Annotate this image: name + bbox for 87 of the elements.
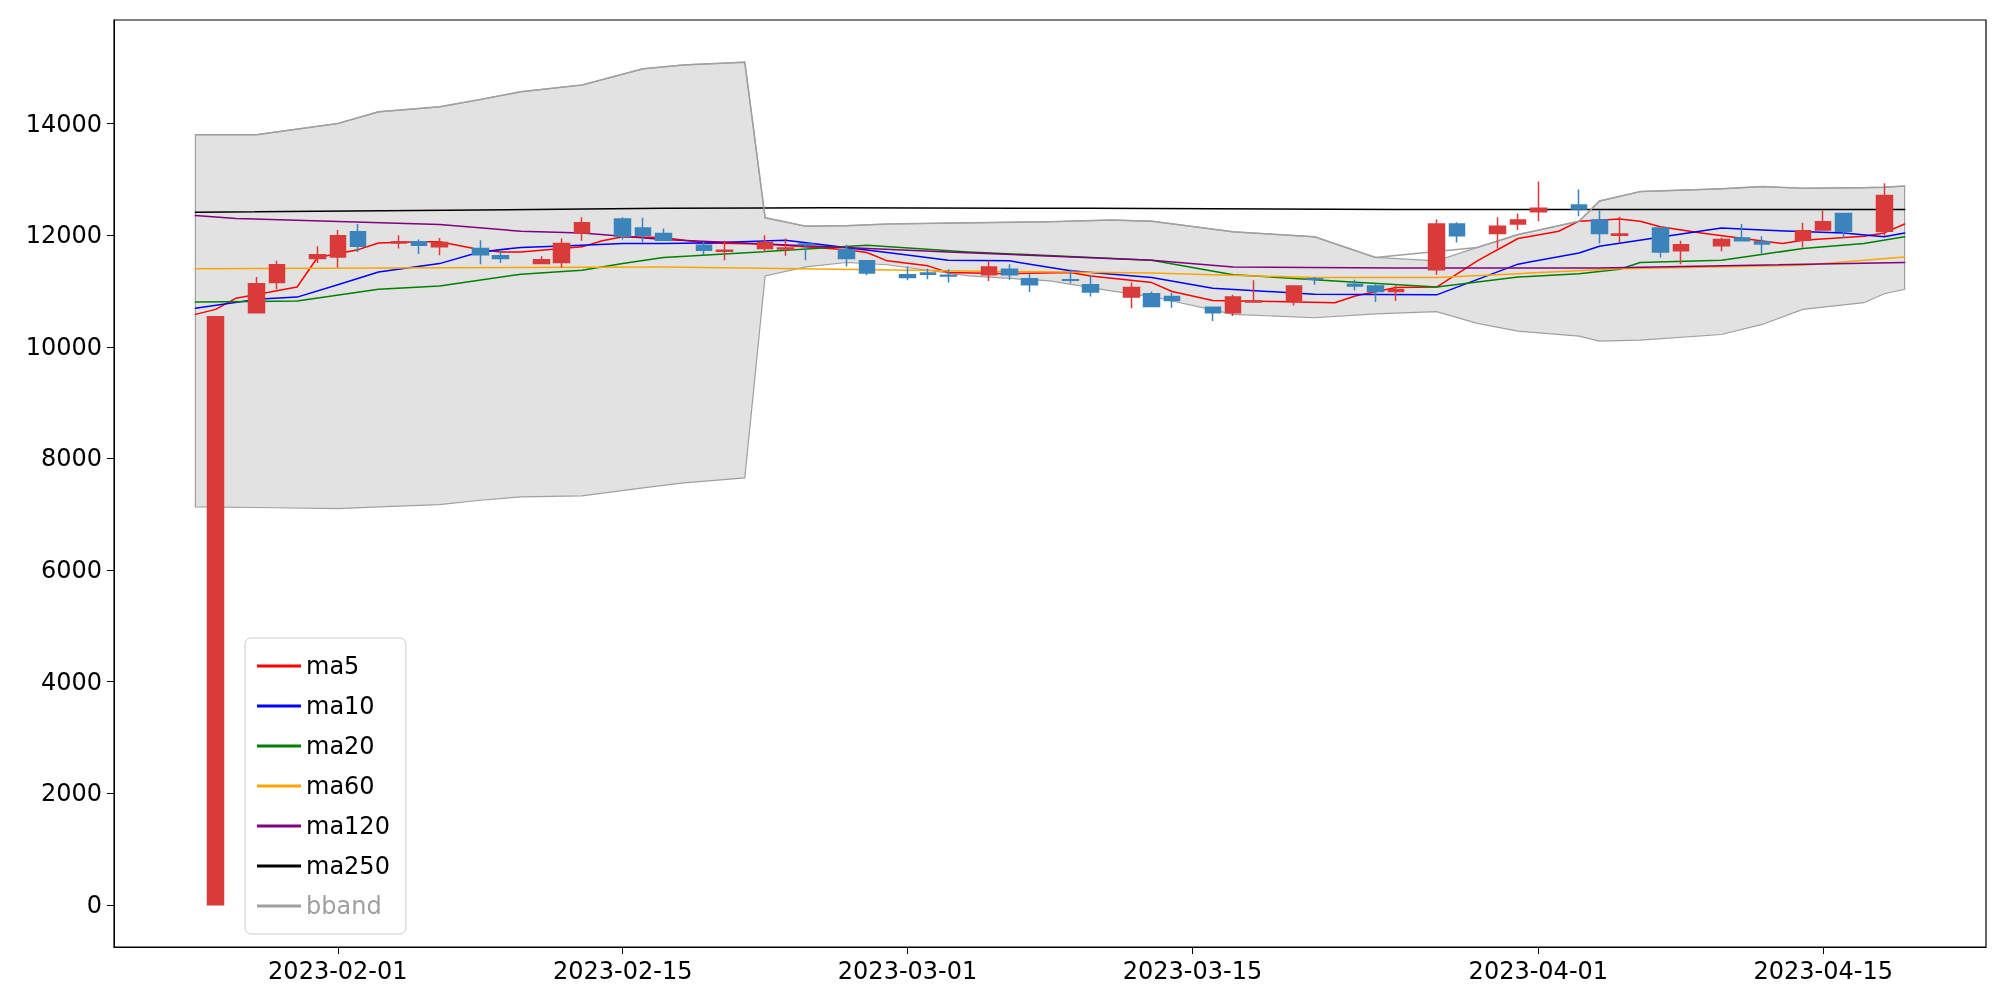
candlestick — [1814, 209, 1832, 231]
candlestick — [308, 245, 327, 264]
candlestick — [349, 223, 367, 253]
x-tick-label: 2023-04-15 — [1753, 957, 1893, 985]
candlestick — [1610, 215, 1629, 244]
candlestick — [329, 229, 347, 269]
x-tick-label: 2023-02-01 — [268, 957, 408, 985]
candlestick — [1753, 235, 1771, 255]
candlestick — [898, 265, 917, 282]
candlestick — [1346, 279, 1364, 292]
candlestick — [247, 276, 266, 315]
y-tick-label: 10000 — [25, 332, 102, 361]
y-tick-label: 14000 — [25, 109, 102, 138]
y-tick-label: 12000 — [25, 221, 102, 250]
candlestick — [1366, 283, 1385, 303]
candlestick — [715, 239, 734, 262]
legend-label: ma250 — [306, 852, 390, 880]
candlestick — [1244, 279, 1263, 304]
candlestick — [268, 260, 286, 291]
candlestick — [573, 216, 591, 242]
text: bband — [306, 892, 382, 920]
candlestick — [1529, 180, 1548, 222]
x-tick-label: 2023-03-15 — [1122, 957, 1263, 985]
line-series — [194, 214, 1906, 269]
candlestick — [797, 242, 815, 262]
candlestick — [1081, 275, 1100, 298]
y-tick-label: 8000 — [40, 444, 102, 473]
candlestick — [634, 217, 652, 244]
candlestick — [1590, 209, 1609, 245]
candlestick — [1427, 218, 1446, 276]
candlestick — [1305, 276, 1324, 286]
candlestick — [837, 243, 856, 268]
candlestick — [552, 237, 571, 269]
candlestick — [1651, 227, 1670, 259]
candlestick — [1387, 284, 1405, 302]
candlestick — [1834, 212, 1853, 239]
line-series — [194, 227, 1906, 310]
candlestick — [1000, 263, 1019, 281]
candlestick — [1224, 294, 1242, 317]
legend-label: ma20 — [306, 732, 375, 760]
y-tick-label: 2000 — [40, 779, 102, 808]
candlestick — [756, 234, 774, 253]
legend-label: ma120 — [306, 812, 390, 840]
candlestick — [980, 259, 998, 282]
candlestick — [1488, 216, 1507, 250]
candlestick — [1712, 236, 1731, 253]
candlestick — [1020, 273, 1039, 293]
candlestick — [410, 238, 428, 255]
candlestick — [1285, 285, 1303, 307]
candlestick — [776, 237, 795, 257]
candlestick — [695, 241, 713, 256]
candlestick — [1163, 291, 1181, 309]
candlestick — [1061, 268, 1080, 284]
candlestick — [1794, 222, 1812, 249]
y-tick-label: 0 — [86, 890, 102, 919]
candlestick — [532, 255, 551, 265]
candlestick — [613, 216, 632, 241]
candlestick — [471, 239, 490, 265]
candlestick — [1204, 306, 1222, 322]
candlestick — [1733, 223, 1751, 243]
candlestick — [1142, 290, 1161, 308]
line-series — [194, 218, 1906, 316]
y-tick-label: 6000 — [40, 556, 102, 585]
legend-label: ma5 — [306, 652, 360, 680]
line-series — [194, 61, 1906, 259]
x-tick-label: 2023-02-15 — [552, 957, 693, 985]
legend-label: ma10 — [306, 692, 375, 720]
candlestick — [1509, 212, 1527, 231]
candlestick — [430, 237, 449, 256]
line-series — [194, 256, 1906, 279]
candlestick — [390, 234, 408, 250]
candlestick — [491, 249, 510, 264]
candlestick — [939, 268, 958, 284]
x-tick-label: 2023-04-01 — [1468, 957, 1609, 985]
candlestick — [206, 315, 225, 906]
y-tick-label: 4000 — [40, 667, 102, 696]
candlestick — [654, 227, 673, 242]
candlestick — [919, 267, 937, 280]
line-series — [194, 236, 1906, 303]
candlestick — [1875, 182, 1894, 238]
candlestick — [1122, 281, 1141, 310]
legend-label: ma60 — [306, 772, 375, 800]
candlestick — [1672, 239, 1690, 265]
x-tick-label: 2023-03-01 — [837, 957, 978, 985]
candlestick — [858, 260, 876, 277]
candlestick — [1570, 188, 1588, 217]
candlestick — [1448, 221, 1466, 244]
